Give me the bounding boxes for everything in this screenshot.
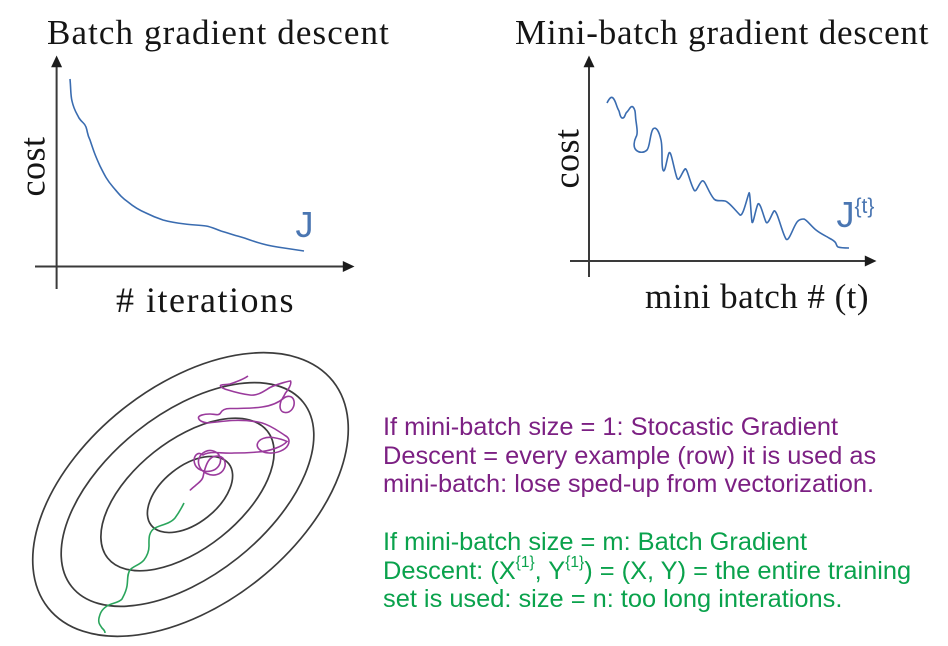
svg-text:cost: cost [547, 129, 587, 189]
svg-text:cost: cost [13, 137, 53, 197]
